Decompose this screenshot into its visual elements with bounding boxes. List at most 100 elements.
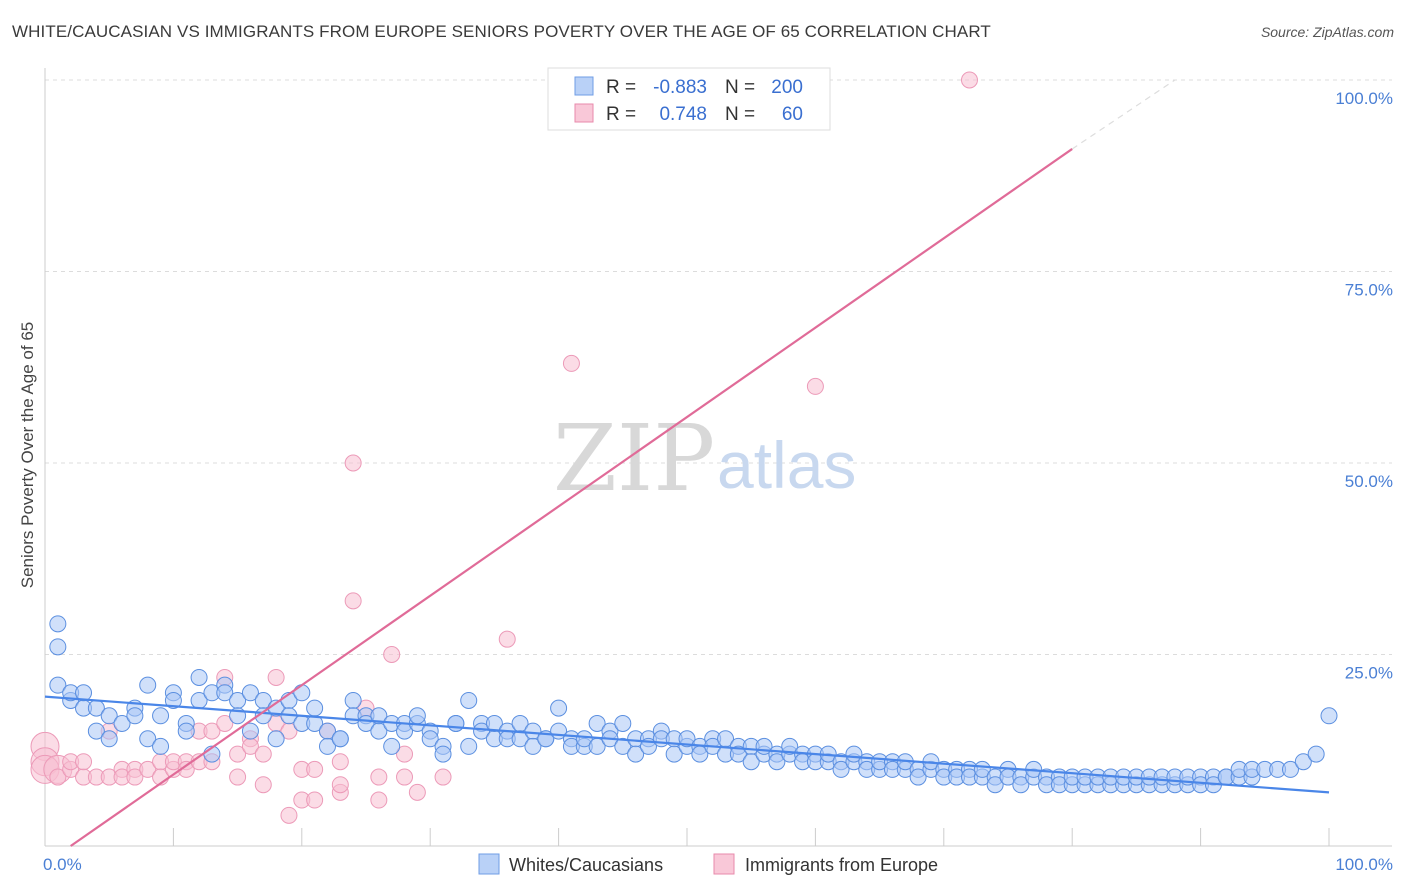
legend-r-label-2: R =	[606, 104, 636, 125]
chart-source: Source: ZipAtlas.com	[1260, 24, 1394, 40]
y-tick-label-50: 50.0%	[1345, 472, 1393, 491]
legend-r-label-1: R =	[606, 77, 636, 98]
blue-point	[1307, 745, 1325, 763]
pink-point	[370, 791, 388, 809]
bottom-legend: Whites/Caucasians Immigrants from Europe	[478, 853, 938, 875]
blue-point	[447, 714, 465, 732]
blue-point	[241, 722, 259, 740]
blue-point	[49, 676, 67, 694]
blue-point	[75, 684, 93, 702]
pink-point	[75, 753, 93, 771]
blue-point	[241, 684, 259, 702]
blue-point	[460, 737, 478, 755]
series-whites-points	[49, 615, 1338, 794]
y-tick-label-75: 75.0%	[1345, 281, 1393, 300]
blue-point	[665, 745, 683, 763]
pink-point	[344, 592, 362, 610]
bottom-legend-blue-swatch	[478, 853, 500, 875]
blue-point	[588, 714, 606, 732]
pink-point	[396, 768, 414, 786]
blue-point	[306, 699, 324, 717]
legend-n-label-1: N =	[725, 77, 755, 98]
pink-point	[498, 630, 516, 648]
pink-point	[383, 646, 401, 663]
blue-point	[164, 691, 182, 709]
legend-r-value-1: -0.883	[653, 77, 707, 98]
pink-point	[229, 768, 247, 786]
blue-point	[87, 722, 105, 740]
chart-title: WHITE/CAUCASIAN VS IMMIGRANTS FROM EUROP…	[12, 22, 991, 41]
bottom-legend-whites: Whites/Caucasians	[509, 855, 663, 875]
blue-point	[177, 722, 195, 740]
blue-point	[1012, 776, 1030, 794]
pink-point	[562, 354, 580, 372]
pink-point	[254, 776, 272, 794]
blue-point	[524, 737, 542, 755]
pink-point	[203, 722, 221, 740]
trend-line-immigrants-extension	[1071, 79, 1176, 150]
blue-point	[832, 760, 850, 778]
legend-n-value-2: 60	[782, 104, 803, 125]
y-tick-label-100: 100.0%	[1335, 89, 1393, 108]
grid-lines	[45, 79, 1392, 655]
blue-point	[485, 714, 503, 732]
x-tick-label-0: 0.0%	[43, 855, 82, 874]
pink-point	[370, 768, 388, 786]
blue-point	[100, 707, 118, 725]
x-tick-label-100: 100.0%	[1335, 855, 1393, 874]
blue-point	[1281, 760, 1299, 778]
blue-point	[190, 668, 208, 686]
pink-point	[216, 714, 234, 732]
blue-point	[331, 730, 349, 748]
pink-point	[267, 668, 285, 686]
blue-point	[139, 730, 157, 748]
blue-point	[575, 730, 593, 748]
blue-point	[550, 699, 568, 717]
tick-labels: 25.0% 50.0% 75.0% 100.0% 0.0% 100.0%	[43, 89, 1393, 874]
pink-point	[408, 783, 426, 801]
blue-point	[614, 714, 632, 732]
blue-point	[473, 722, 491, 740]
pink-point	[306, 791, 324, 809]
bottom-legend-pink-swatch	[713, 853, 735, 875]
blue-point	[139, 676, 157, 694]
blue-point	[100, 730, 118, 748]
blue-point	[986, 776, 1004, 794]
legend-r-value-2: 0.748	[659, 104, 707, 125]
blue-point	[511, 730, 529, 748]
blue-point	[370, 707, 388, 725]
pink-point	[139, 760, 157, 778]
blue-point	[614, 737, 632, 755]
blue-point	[408, 707, 426, 725]
pink-point	[806, 377, 824, 395]
pink-point	[331, 776, 349, 794]
blue-point	[460, 691, 478, 709]
blue-point	[344, 691, 362, 709]
blue-point	[909, 768, 927, 786]
watermark: ZIP atlas	[553, 405, 856, 512]
blue-point	[267, 730, 285, 748]
trend-line-immigrants	[70, 148, 1073, 847]
pink-point	[49, 768, 67, 786]
blue-point	[126, 707, 144, 725]
blue-point	[383, 737, 401, 755]
top-legend: R = -0.883 N = 200 R = 0.748 N = 60	[547, 67, 831, 131]
pink-point	[280, 806, 298, 824]
blue-point	[152, 737, 170, 755]
blue-point	[216, 684, 234, 702]
blue-point	[627, 745, 645, 763]
blue-point	[318, 737, 336, 755]
blue-point	[49, 638, 67, 656]
axes	[44, 68, 1392, 847]
trend-lines	[44, 79, 1330, 847]
legend-n-label-2: N =	[725, 104, 755, 125]
legend-n-value-1: 200	[771, 77, 803, 98]
series-immigrants-points	[30, 71, 978, 824]
pink-point	[960, 71, 978, 89]
blue-point	[421, 730, 439, 748]
watermark-zip: ZIP	[553, 405, 715, 512]
pink-point	[177, 760, 195, 778]
blue-point	[434, 745, 452, 763]
blue-point	[1294, 753, 1312, 771]
